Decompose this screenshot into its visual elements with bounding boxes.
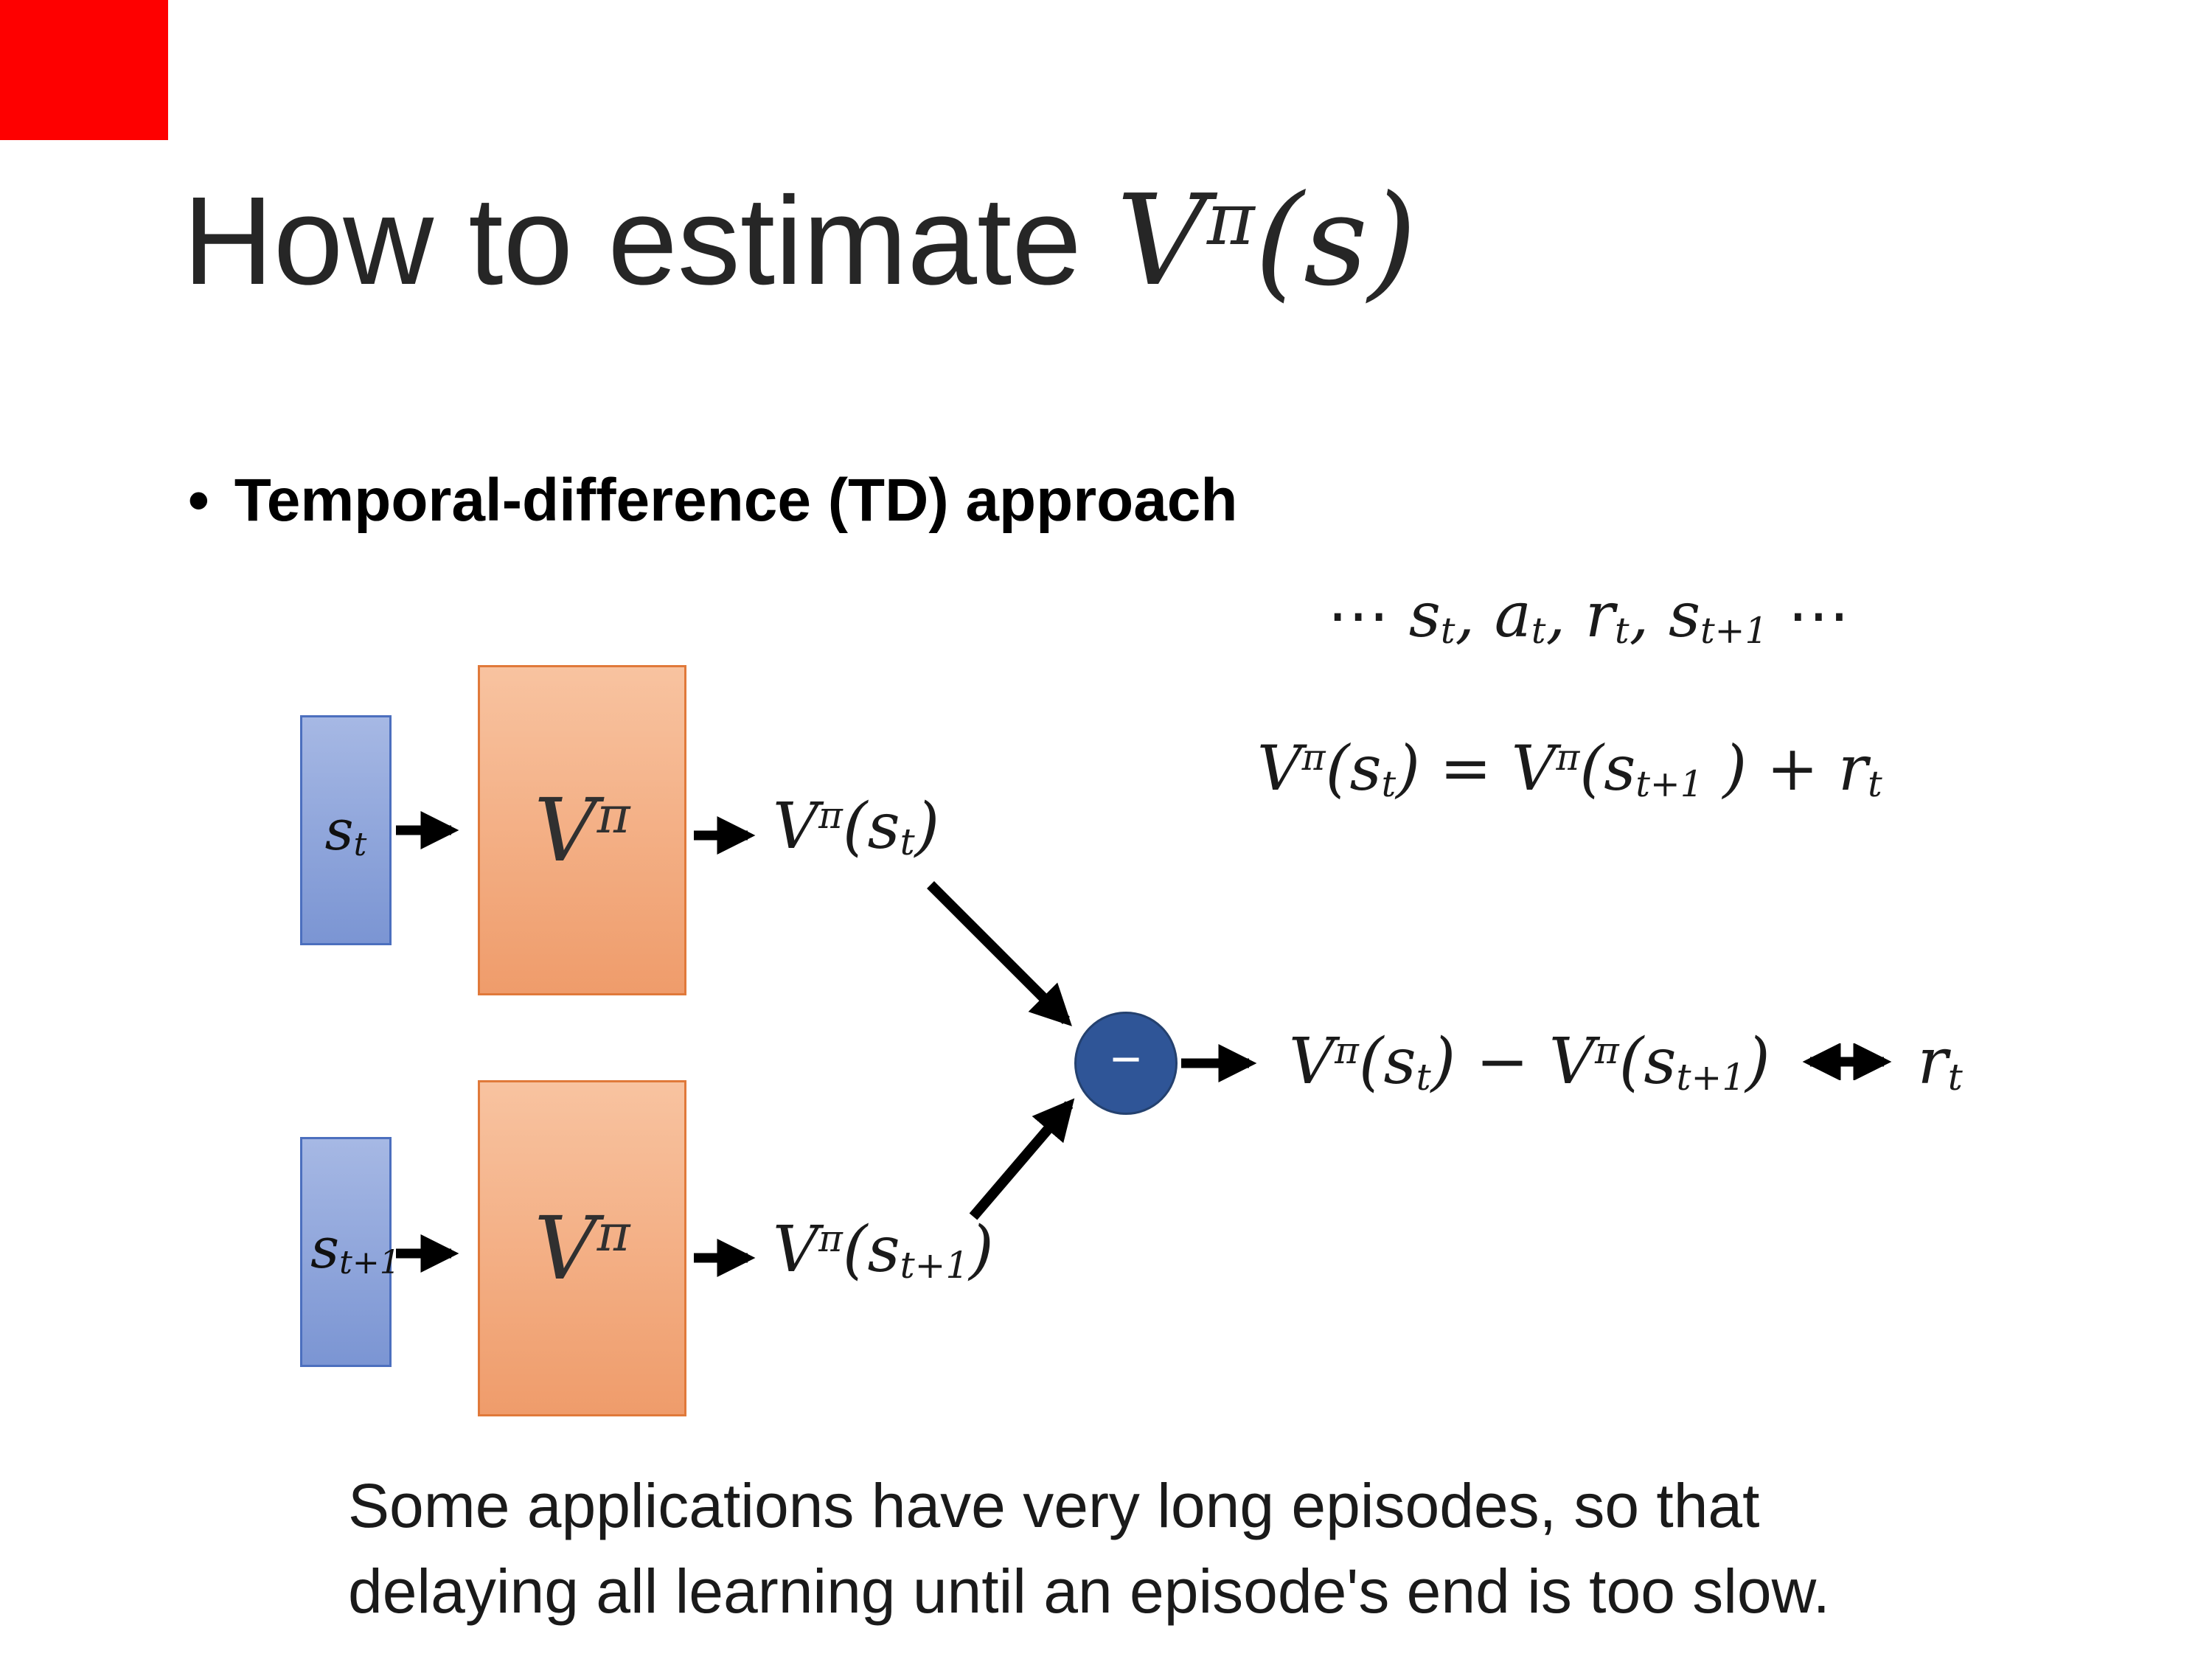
page-title: How to estimate Vπ(s) bbox=[183, 171, 1417, 311]
trajectory-sequence: ⋯ st, at, rt, st+1 ⋯ bbox=[1327, 579, 1850, 652]
td-equation: Vπ(st) = Vπ(st+1 ) + rt bbox=[1257, 732, 1882, 805]
arrow-output-top-to-minus bbox=[927, 881, 1072, 1026]
state-box-st1 bbox=[300, 1137, 392, 1367]
state-label-st: st bbox=[324, 797, 367, 863]
accent-bar bbox=[0, 0, 168, 140]
bullet-marker: • bbox=[188, 467, 209, 534]
output-label-vst1: Vπ(st+1) bbox=[773, 1213, 994, 1287]
caption-line-1: Some applications have very long episode… bbox=[348, 1471, 1760, 1540]
caption-line-2: delaying all learning until an episode's… bbox=[348, 1556, 1831, 1626]
title-plain-text: How to estimate bbox=[183, 171, 1117, 311]
value-network-box-top: Vπ bbox=[478, 665, 686, 995]
result-difference-expression: Vπ(st) − Vπ(st+1) bbox=[1289, 1025, 1770, 1099]
arrow-output-bottom-to-minus bbox=[969, 1098, 1075, 1220]
output-label-vst: Vπ(st) bbox=[773, 790, 940, 863]
bullet-line: • Temporal-difference (TD) approach bbox=[188, 466, 1238, 535]
value-network-label-top: Vπ bbox=[534, 779, 630, 881]
value-network-box-bottom: Vπ bbox=[478, 1080, 686, 1416]
state-label-st1: st+1 bbox=[310, 1215, 400, 1281]
minus-node: − bbox=[1074, 1012, 1178, 1115]
caption-text: Some applications have very long episode… bbox=[348, 1464, 2066, 1635]
minus-sign: − bbox=[1110, 1030, 1142, 1089]
bullet-text: Temporal-difference (TD) approach bbox=[234, 467, 1238, 534]
title-math-expression: Vπ(s) bbox=[1116, 168, 1417, 314]
td-error-result-line: Vπ(st) − Vπ(st+1) rt bbox=[1289, 1020, 1963, 1103]
double-arrow-icon bbox=[1802, 1043, 1892, 1080]
value-network-label-bottom: Vπ bbox=[534, 1197, 630, 1299]
state-box-st: st bbox=[300, 715, 392, 945]
result-reward-expression: rt bbox=[1917, 1025, 1963, 1099]
